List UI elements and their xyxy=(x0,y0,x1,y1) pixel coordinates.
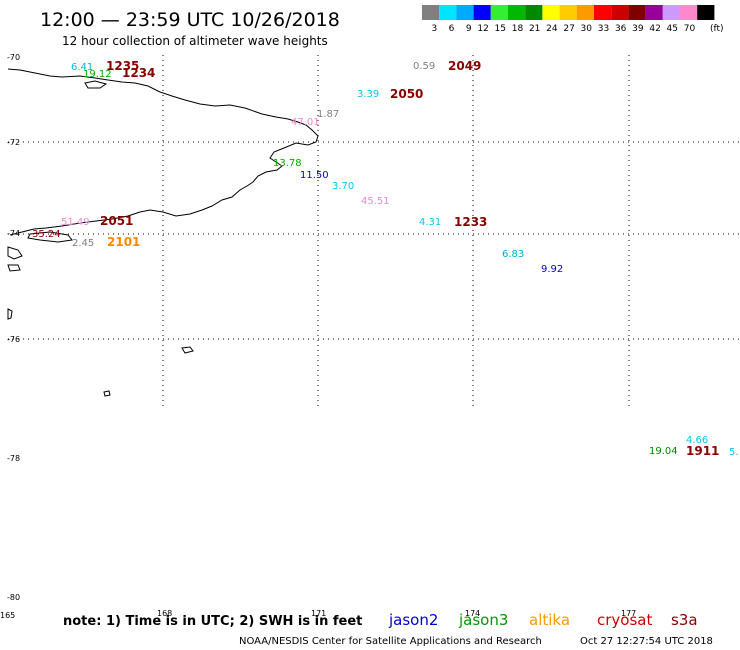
lon-label: 177 xyxy=(621,609,636,618)
legend-swatch xyxy=(542,5,560,20)
legend-swatch xyxy=(559,5,577,20)
legend-tick-label: 33 xyxy=(598,24,609,34)
lon-label: 174 xyxy=(465,609,480,618)
swh-reading: 19.04 xyxy=(649,446,678,457)
swh-reading: 13.78 xyxy=(273,158,302,169)
lon-label: 171 xyxy=(311,609,326,618)
legend-tick-label: 15 xyxy=(495,24,506,34)
swh-reading: 6.41 xyxy=(71,62,93,73)
lat-label: -76 xyxy=(7,335,20,344)
legend-tick-label: 42 xyxy=(649,24,660,34)
legend-tick-label: 30 xyxy=(581,24,593,34)
swh-reading: 4.31 xyxy=(419,217,441,228)
satellite-s3a: s3a xyxy=(671,611,698,629)
lat-label: -72 xyxy=(7,138,20,147)
legend-swatch xyxy=(611,5,629,20)
island xyxy=(103,390,111,397)
satellite-jason3: jason3 xyxy=(458,611,508,629)
swh-reading: 4.66 xyxy=(686,435,708,446)
swh-reading: 11.50 xyxy=(300,170,329,181)
legend-swatch xyxy=(628,5,646,20)
lon-label: 168 xyxy=(157,609,172,618)
pass-time-label: 1911 xyxy=(686,444,719,458)
island xyxy=(84,80,108,89)
legend-tick-label: 45 xyxy=(667,24,678,34)
legend-tick-label: 39 xyxy=(632,24,644,34)
legend-swatch xyxy=(697,5,715,20)
graticule xyxy=(8,55,740,408)
legend-swatch xyxy=(594,5,612,20)
swh-reading: 51.49 xyxy=(61,217,90,228)
lat-label: -70 xyxy=(7,53,20,62)
footer-timestamp: Oct 27 12:27:54 UTC 2018 xyxy=(580,636,713,647)
legend-tick-label: 36 xyxy=(615,24,627,34)
satellite-legend: jason2 jason3 altika cryosat s3a xyxy=(388,611,698,629)
map-subtitle: 12 hour collection of altimeter wave hei… xyxy=(62,34,328,48)
legend-tick-label: 70 xyxy=(684,24,696,34)
legend-tick-label: 3 xyxy=(431,24,437,34)
swh-reading: 2.45 xyxy=(72,238,94,249)
satellite-altika: altika xyxy=(529,611,570,629)
swh-reading: 47.01 xyxy=(291,117,320,128)
observations: 6.41 19.12 0.59 3.39 1.87 47.01 13.78 11… xyxy=(32,61,739,458)
coastline xyxy=(7,68,319,397)
pass-time-label: 1235 xyxy=(106,59,139,73)
legend-swatch xyxy=(508,5,526,20)
pass-time-label: 1233 xyxy=(454,215,487,229)
satellite-jason2: jason2 xyxy=(388,611,438,629)
legend-tick-label: 12 xyxy=(477,24,488,34)
pass-time-label: 2101 xyxy=(107,235,140,249)
swh-reading: 3.39 xyxy=(357,89,379,100)
swh-reading: 45.51 xyxy=(361,196,390,207)
pass-times: 1235 1234 2049 2050 2051 1233 2101 1911 xyxy=(100,59,719,458)
swh-reading: 1.87 xyxy=(317,109,339,120)
pass-time-label: 2051 xyxy=(100,214,133,228)
lon-label: 165 xyxy=(0,611,15,620)
lat-label: -74 xyxy=(7,229,20,238)
legend-swatch xyxy=(525,5,543,20)
legend-tick-label: 9 xyxy=(466,24,472,34)
legend-tick-label: 27 xyxy=(563,24,574,34)
legend-tick-label: 24 xyxy=(546,24,558,34)
legend-swatch xyxy=(422,5,440,20)
legend-swatch xyxy=(473,5,491,20)
wave-height-legend: 3 6 9 12 15 18 21 24 27 30 33 36 39 42 45 70 xyxy=(422,5,715,34)
island xyxy=(27,231,73,243)
footer-note: note: 1) Time is in UTC; 2) SWH is in fe… xyxy=(63,614,362,629)
legend-tick-label: 6 xyxy=(449,24,455,34)
pass-time-label: 2049 xyxy=(448,59,481,73)
legend-unit: (ft) xyxy=(710,24,724,34)
legend-tick-label: 18 xyxy=(512,24,524,34)
swh-reading: 19.12 xyxy=(83,69,112,80)
lat-label: -78 xyxy=(7,454,20,463)
satellite-cryosat: cryosat xyxy=(597,611,652,629)
map-title: 12:00 — 23:59 UTC 10/26/2018 xyxy=(40,9,340,31)
legend-tick-label: 21 xyxy=(529,24,540,34)
swh-reading: 35.24 xyxy=(32,229,61,240)
legend-swatch xyxy=(439,5,457,20)
swh-reading: 0.59 xyxy=(413,61,435,72)
swh-reading: 6.83 xyxy=(502,249,524,260)
island xyxy=(181,346,194,354)
island xyxy=(7,308,13,320)
legend-swatch xyxy=(490,5,508,20)
legend-swatch xyxy=(645,5,663,20)
pass-time-label: 2050 xyxy=(390,87,423,101)
swh-reading: 9.92 xyxy=(541,264,563,275)
coastline-main xyxy=(7,68,319,236)
lat-label: -80 xyxy=(7,593,20,602)
island xyxy=(7,246,23,260)
legend-swatch xyxy=(576,5,594,20)
swh-reading: 3.70 xyxy=(332,181,354,192)
swh-reading: 5. xyxy=(729,447,739,458)
legend-swatch xyxy=(680,5,698,20)
legend-swatch xyxy=(456,5,474,20)
pass-time-label: 1234 xyxy=(122,66,155,80)
island xyxy=(7,264,21,272)
footer-credit: NOAA/NESDIS Center for Satellite Applica… xyxy=(239,636,542,647)
legend-swatch xyxy=(662,5,680,20)
